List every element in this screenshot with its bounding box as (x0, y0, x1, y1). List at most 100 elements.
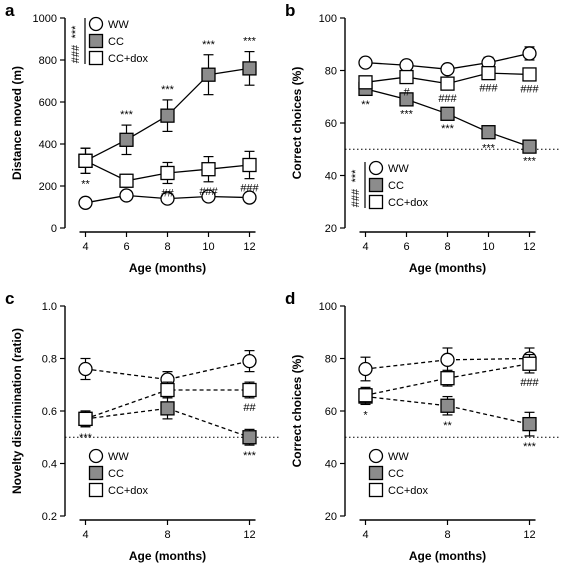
data-point (242, 382, 257, 398)
y-tick-label: 0.2 (42, 511, 57, 523)
data-point (522, 67, 537, 82)
panel-c: c 0.2 0.4 0.6 0.8 1.0 4 8 12 Age (months) Novelty … (5, 289, 280, 563)
significance-label: ### (520, 84, 539, 96)
y-tick-label: 20 (325, 511, 337, 523)
y-tick-label: 1.0 (42, 301, 57, 313)
y-tick-label: 0.8 (42, 354, 57, 366)
legend-significance: *** (350, 169, 362, 183)
x-tick-label: 12 (523, 241, 535, 253)
series-cc (78, 50, 257, 174)
significance-label: *** (120, 109, 134, 121)
data-point (242, 157, 257, 173)
panel-d: d 20 40 60 80 100 4 8 12 Age (months) Correct choi… (285, 289, 560, 563)
data-point (201, 162, 216, 177)
series-line (85, 407, 250, 438)
legend: WW CC CC+dox (368, 448, 429, 498)
data-point (160, 401, 175, 416)
significance-label: ## (161, 187, 174, 199)
y-tick-label: 60 (325, 118, 337, 130)
x-axis-title: Age (months) (409, 261, 486, 275)
data-point (522, 356, 537, 371)
series-cc (358, 81, 537, 154)
y-axis-title: Correct choices (%) (290, 355, 304, 468)
legend-marker-ccdox (88, 482, 104, 498)
significance-label: ** (81, 178, 90, 190)
legend-label-ww: WW (108, 19, 129, 31)
legend-marker-ccdox (88, 50, 104, 66)
legend-label-cc: CC (108, 468, 124, 480)
y-tick-label: 40 (325, 171, 337, 183)
legend-marker-cc (368, 465, 384, 481)
data-point (358, 388, 373, 403)
x-tick-label: 4 (362, 529, 368, 541)
x-axis-title: Age (months) (129, 549, 206, 563)
legend-marker-cc (88, 465, 104, 481)
significance-label: ** (361, 99, 370, 111)
legend-label-cc: CC (108, 36, 124, 48)
data-point (522, 416, 537, 432)
legend: WW CC CC+dox *** ### (350, 160, 429, 210)
y-tick-label: 80 (325, 66, 337, 78)
significance-label: *** (523, 441, 537, 453)
significance-label: *** (79, 432, 93, 444)
data-point (481, 65, 496, 81)
panel-b: b 20 40 60 80 100 4 6 8 10 12 Age (months) Correct c… (285, 1, 560, 275)
x-tick-label: 12 (243, 241, 255, 253)
legend-label-ww: WW (388, 163, 409, 175)
data-point (399, 92, 414, 107)
data-point (481, 125, 496, 140)
legend-marker-ww (88, 16, 104, 32)
legend-significance: ### (350, 188, 362, 207)
y-tick-label: 600 (39, 97, 57, 109)
legend-marker-cc (368, 177, 384, 193)
data-point (78, 361, 93, 377)
data-point (440, 62, 455, 77)
data-point (242, 61, 257, 76)
y-tick-label: 400 (39, 139, 57, 151)
x-tick-label: 12 (523, 529, 535, 541)
data-point (78, 411, 93, 427)
significance-label: *** (523, 156, 537, 168)
y-tick-label: 1000 (33, 13, 57, 25)
legend-label-ccdox: CC+dox (108, 53, 149, 65)
legend: WW CC CC+dox *** ### (70, 16, 149, 66)
significance-label: ### (438, 93, 457, 105)
data-point (440, 352, 455, 367)
data-point (358, 75, 373, 90)
y-tick-label: 100 (319, 301, 337, 313)
x-tick-label: 6 (403, 241, 409, 253)
y-tick-label: 0.4 (42, 459, 57, 471)
data-point (160, 108, 175, 123)
panel-letter: d (285, 289, 295, 308)
y-tick-label: 0 (51, 223, 57, 235)
data-point (160, 165, 175, 181)
data-point (440, 106, 455, 121)
legend-marker-ccdox (368, 194, 384, 210)
significance-label: ## (243, 402, 256, 414)
y-axis-title: Distance moved (m) (10, 66, 24, 180)
significance-label: *** (202, 39, 216, 51)
data-point (201, 67, 216, 82)
y-tick-label: 60 (325, 406, 337, 418)
significance-label: ### (199, 186, 218, 198)
series-ccdox (78, 147, 257, 188)
legend-significance: *** (70, 25, 82, 39)
data-point (399, 58, 414, 73)
data-point (160, 382, 175, 398)
panel-letter: c (5, 289, 14, 308)
significance-label: * (363, 409, 368, 421)
x-axis-title: Age (months) (409, 549, 486, 563)
data-point (358, 55, 373, 70)
legend-label-cc: CC (388, 468, 404, 480)
data-point (119, 132, 134, 147)
panel-a: a 0 200 400 600 800 1000 4 6 8 10 12 Age (months) Dis… (5, 1, 260, 275)
significance-label: # (403, 86, 410, 98)
data-point (201, 189, 216, 204)
series-ccdox (358, 65, 537, 91)
legend-label-cc: CC (388, 180, 404, 192)
significance-label: *** (441, 123, 455, 135)
series-ww (78, 188, 257, 210)
series-ccdox (78, 381, 257, 428)
x-tick-label: 12 (243, 529, 255, 541)
